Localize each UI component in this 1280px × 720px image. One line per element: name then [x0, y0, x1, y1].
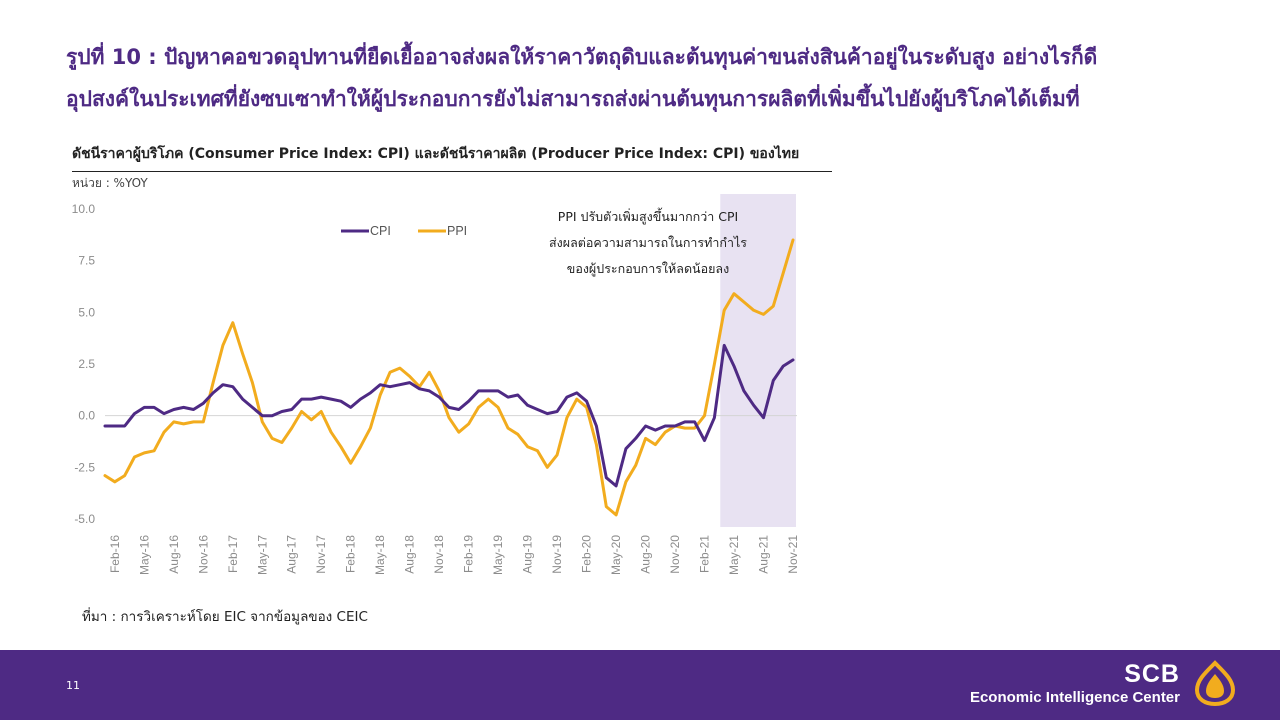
- y-tick-label: 2.5: [78, 357, 95, 371]
- x-tick-label: Nov-20: [668, 535, 682, 574]
- x-tick-label: Feb-20: [580, 535, 594, 573]
- x-tick-label: May-17: [255, 535, 269, 575]
- x-tick-label: Feb-18: [344, 535, 358, 573]
- x-tick-label: Feb-16: [108, 535, 122, 573]
- brand-block: SCB Economic Intelligence Center: [970, 660, 1180, 708]
- headline-line-2: อุปสงค์ในประเทศที่ยังซบเซาทำให้ผู้ประกอบ…: [66, 87, 1080, 111]
- y-tick-label: -5.0: [74, 512, 95, 526]
- x-tick-label: Feb-19: [462, 535, 476, 573]
- x-tick-label: May-18: [373, 535, 387, 575]
- x-tick-label: Aug-20: [639, 535, 653, 574]
- x-tick-label: Feb-17: [226, 535, 240, 573]
- annotation-line: ส่งผลต่อความสามารถในการทำกำไร: [549, 235, 747, 250]
- footer-bar: 11 SCB Economic Intelligence Center: [0, 650, 1280, 720]
- x-tick-label: Aug-21: [757, 535, 771, 574]
- x-tick-label: Aug-18: [403, 535, 417, 574]
- annotation-line: PPI ปรับตัวเพิ่มสูงขึ้นมากกว่า CPI: [558, 207, 738, 225]
- source-note: ที่มา : การวิเคราะห์โดย EIC จากข้อมูลของ…: [82, 609, 368, 625]
- x-tick-label: Nov-19: [550, 535, 564, 574]
- chart-unit-label: หน่วย : %YOY: [72, 176, 148, 190]
- line-chart: 10.0 7.5 5.0 2.5 0.0 -2.5 -5.0 Feb-16 May-16 Aug-…: [72, 194, 800, 575]
- y-tick-label: 7.5: [78, 254, 95, 268]
- x-tick-label: Aug-19: [521, 535, 535, 574]
- legend-label-ppi: PPI: [447, 224, 467, 238]
- annotation-line: ของผู้ประกอบการให้ลดน้อยลง: [567, 261, 729, 277]
- x-tick-label: Aug-16: [167, 535, 181, 574]
- x-tick-label: Nov-16: [196, 535, 210, 574]
- x-tick-label: May-20: [609, 535, 623, 575]
- series-line-cpi: [103, 343, 795, 488]
- x-tick-label: May-19: [491, 535, 505, 575]
- brand-name: SCB: [1124, 660, 1180, 688]
- series-line-ppi: [103, 238, 795, 517]
- slide-headline: รูปที่ 10 : ปัญหาคอขวดอุปทานที่ยืดเยื้ออ…: [66, 36, 1256, 120]
- y-tick-label: 0.0: [78, 409, 95, 423]
- x-tick-label: Nov-18: [432, 535, 446, 574]
- chart-title: ดัชนีราคาผู้บริโภค (Consumer Price Index…: [72, 143, 832, 172]
- brand-subtitle: Economic Intelligence Center: [969, 689, 1180, 706]
- scb-lotus-icon: [1194, 660, 1236, 706]
- x-tick-label: Nov-17: [314, 535, 328, 574]
- x-tick-label: Feb-21: [698, 535, 712, 573]
- page-number: 11: [66, 679, 80, 692]
- x-tick-label: Aug-17: [285, 535, 299, 574]
- x-tick-label: May-16: [137, 535, 151, 575]
- x-tick-label: May-21: [727, 535, 741, 575]
- y-tick-label: 5.0: [78, 305, 95, 319]
- legend-label-cpi: CPI: [370, 224, 391, 238]
- x-tick-label: Nov-21: [786, 535, 800, 574]
- headline-line-1: รูปที่ 10 : ปัญหาคอขวดอุปทานที่ยืดเยื้ออ…: [66, 45, 1098, 69]
- y-tick-label: 10.0: [72, 202, 96, 216]
- y-tick-label: -2.5: [74, 460, 95, 474]
